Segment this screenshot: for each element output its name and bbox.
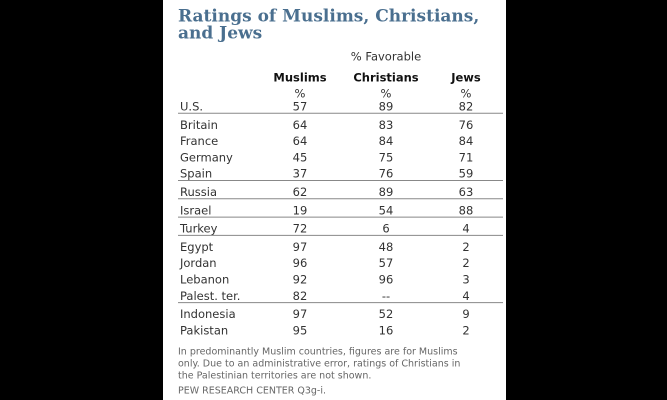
cell: 45 — [293, 150, 308, 164]
cell: 59 — [459, 167, 474, 181]
cell: 62 — [293, 185, 308, 199]
cell: 72 — [293, 222, 308, 236]
cell: 96 — [293, 256, 308, 270]
cell: 96 — [379, 273, 394, 287]
cell: 57 — [293, 100, 308, 114]
cell: 3 — [462, 273, 469, 287]
cell: 52 — [379, 307, 394, 321]
country: Indonesia — [180, 307, 236, 321]
cell: 9 — [462, 307, 469, 321]
footnote: only. Due to an administrative error, ra… — [178, 359, 460, 370]
cell: 37 — [293, 167, 308, 181]
country: Egypt — [180, 240, 214, 254]
cell: 4 — [462, 222, 469, 236]
cell: 75 — [379, 150, 394, 164]
source: PEW RESEARCH CENTER Q3g-i. — [178, 386, 326, 397]
country: Turkey — [179, 222, 218, 236]
country: France — [180, 134, 218, 148]
cell: 6 — [382, 222, 389, 236]
title: Ratings of Muslims, Christians, — [178, 7, 479, 27]
cell: 76 — [459, 118, 474, 132]
cell: 2 — [462, 240, 469, 254]
country: U.S. — [180, 100, 203, 114]
cell: 54 — [379, 203, 394, 217]
cell: 95 — [293, 323, 308, 337]
cell: 89 — [379, 185, 394, 199]
cell: 82 — [293, 289, 308, 303]
cell: 84 — [379, 134, 394, 148]
column-header: Christians — [353, 71, 418, 85]
cell: 97 — [293, 240, 308, 254]
cell: 97 — [293, 307, 308, 321]
footnote: In predominantly Muslim countries, figur… — [178, 347, 458, 358]
cell: 76 — [379, 167, 394, 181]
cell: 2 — [462, 323, 469, 337]
cell: 89 — [379, 100, 394, 114]
cell: 64 — [293, 134, 308, 148]
unit: % — [461, 87, 472, 101]
cell: 4 — [462, 289, 469, 303]
country: Pakistan — [180, 323, 228, 337]
super-header: % Favorable — [351, 50, 421, 64]
unit: % — [381, 87, 392, 101]
cell: 19 — [293, 203, 308, 217]
country: Lebanon — [180, 273, 229, 287]
cell: 88 — [459, 203, 474, 217]
cell: 64 — [293, 118, 308, 132]
cell: 92 — [293, 273, 308, 287]
cell: 82 — [459, 100, 474, 114]
column-header: Muslims — [273, 71, 326, 85]
country: Palest. ter. — [180, 289, 240, 303]
cell: -- — [382, 289, 390, 303]
unit: % — [295, 87, 306, 101]
cell: 84 — [459, 134, 474, 148]
footnote: the Palestinian territories are not show… — [178, 371, 371, 382]
country: Britain — [180, 118, 218, 132]
cell: 2 — [462, 256, 469, 270]
country: Russia — [180, 185, 217, 199]
cell: 48 — [379, 240, 394, 254]
country: Spain — [180, 167, 212, 181]
column-header: Jews — [450, 71, 481, 85]
title: and Jews — [178, 24, 262, 44]
country: Israel — [180, 203, 211, 217]
panel — [163, 0, 506, 400]
country: Jordan — [179, 256, 217, 270]
cell: 83 — [379, 118, 394, 132]
cell: 57 — [379, 256, 394, 270]
cell: 63 — [459, 185, 474, 199]
cell: 71 — [459, 150, 474, 164]
cell: 16 — [379, 323, 394, 337]
country: Germany — [180, 150, 233, 164]
